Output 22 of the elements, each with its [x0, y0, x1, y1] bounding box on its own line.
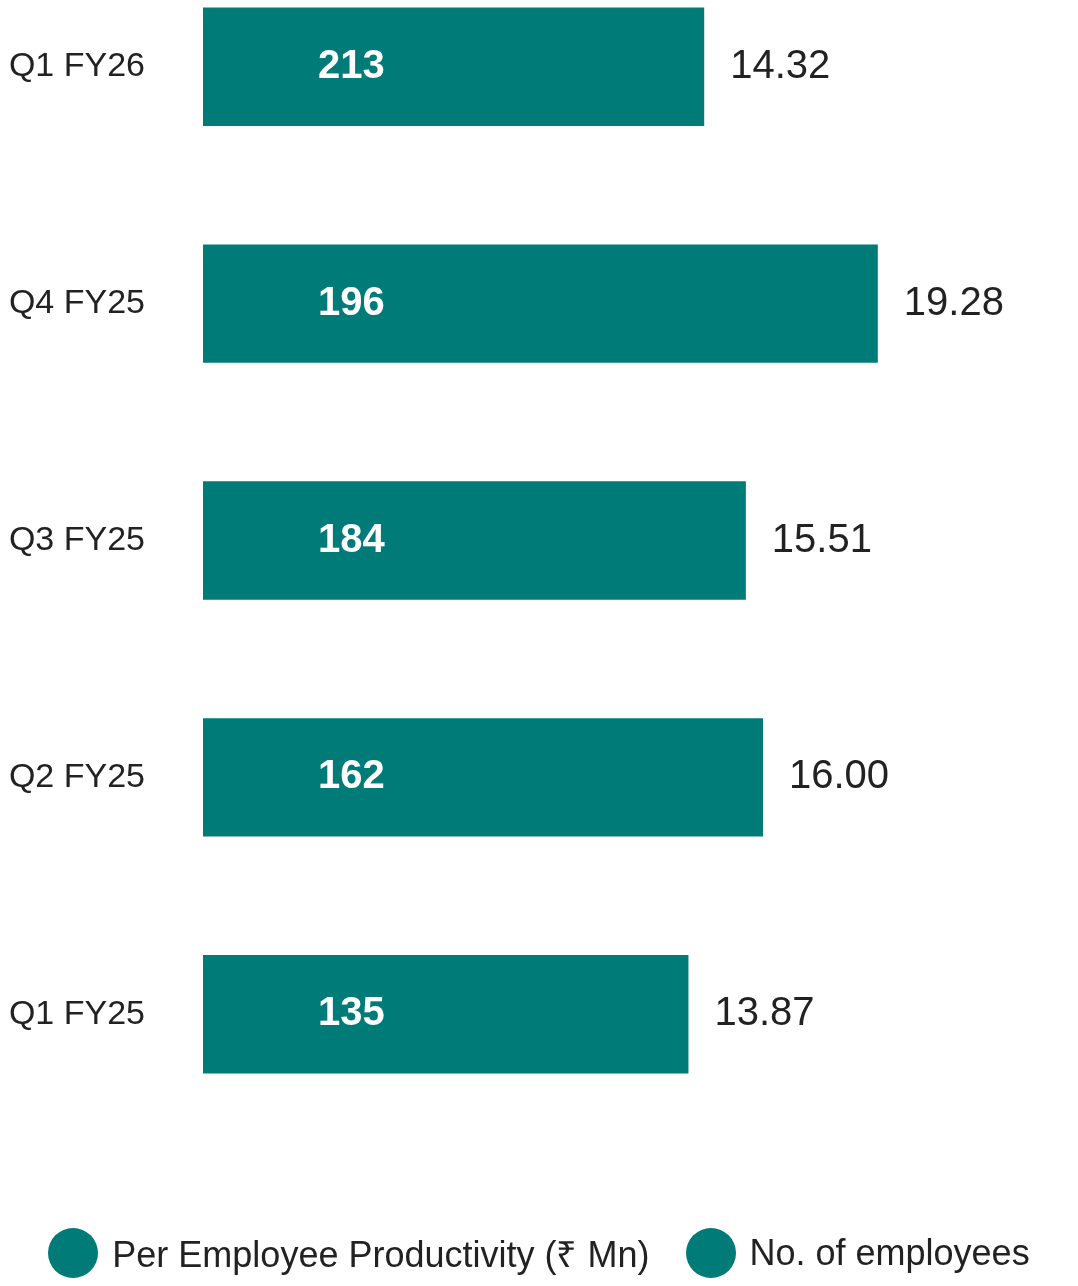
- data-label: 15.51: [771, 515, 872, 560]
- data-label: 13.87: [714, 989, 815, 1034]
- bar: [203, 244, 878, 363]
- annotation: 196: [318, 278, 385, 323]
- annotation: 135: [318, 989, 385, 1034]
- data-label: 19.28: [903, 278, 1004, 323]
- y-tick-label: Q3 FY25: [8, 518, 145, 557]
- y-tick-label: Q4 FY25: [8, 282, 145, 321]
- y-tick-label: Q1 FY26: [8, 45, 145, 84]
- text: No. of employees: [749, 1232, 1030, 1274]
- annotation: 213: [318, 41, 385, 86]
- annotation: 184: [318, 515, 386, 560]
- data-label: 14.32: [730, 41, 831, 86]
- y-tick-label: Q2 FY25: [8, 755, 145, 794]
- legend-label: Per Employee Productivity (₹ Mn): [112, 1232, 650, 1277]
- bar: [203, 954, 689, 1074]
- annotation: 162: [318, 752, 385, 797]
- y-tick-label: Q1 FY25: [8, 992, 145, 1031]
- bar: [203, 718, 763, 837]
- bar: [203, 7, 705, 127]
- bar: [203, 481, 746, 600]
- data-label: 16.00: [789, 752, 890, 797]
